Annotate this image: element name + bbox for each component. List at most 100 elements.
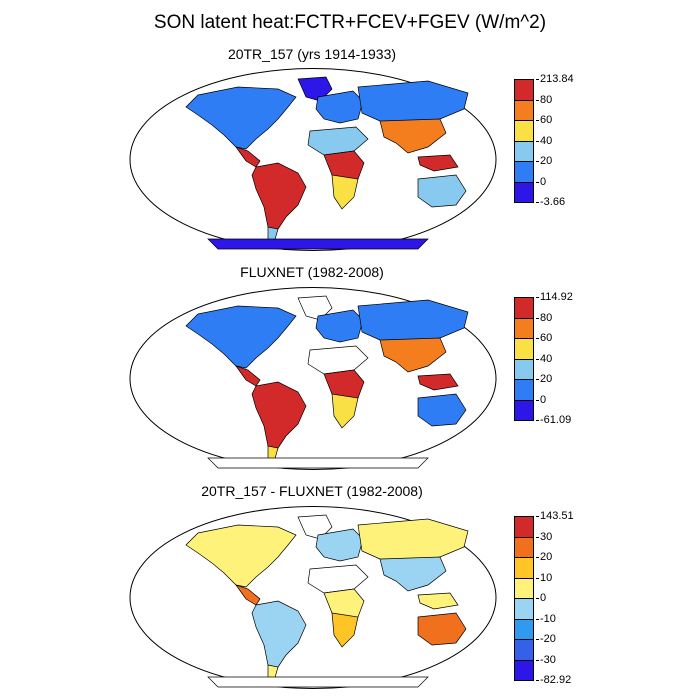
- region-greenland: [297, 76, 333, 102]
- colorbar-tick-label: 213.84: [540, 73, 574, 85]
- panel-1-title: 20TR_157 (yrs 1914-1933): [227, 46, 397, 62]
- region-central-america: [235, 584, 261, 606]
- colorbar-tick: [536, 536, 539, 538]
- colorbar-tick: [536, 379, 539, 380]
- region-europe: [315, 528, 364, 562]
- region-australia: [417, 174, 467, 208]
- colorbar-tick: [536, 317, 539, 319]
- colorbar-tick: [536, 577, 539, 579]
- panel-2-colorbar: [514, 297, 536, 421]
- figure-title: SON latent heat:FCTR+FCEV+FGEV (W/m^2): [153, 12, 547, 33]
- colorbar-tick: [536, 297, 539, 298]
- colorbar-segment: [514, 140, 534, 162]
- colorbar-tick-label: 0: [540, 393, 547, 406]
- region-asia-south: [379, 118, 447, 154]
- colorbar-tick-label: 30: [540, 530, 553, 543]
- region-europe: [315, 90, 364, 124]
- colorbar-tick: [536, 598, 539, 599]
- colorbar-tick-label: 20: [540, 373, 553, 385]
- region-europe: [315, 309, 364, 343]
- colorbar-tick-label: -61.09: [540, 414, 572, 426]
- colorbar-segment: [514, 577, 534, 599]
- colorbar-tick-label: 114.92: [540, 291, 573, 303]
- region-maritime: [417, 373, 459, 391]
- colorbar-segment: [514, 516, 534, 538]
- colorbar-tick-label: 20: [540, 551, 553, 563]
- region-maritime: [417, 154, 459, 172]
- colorbar-tick-label: -3.66: [540, 196, 566, 208]
- colorbar-segment: [514, 338, 534, 360]
- colorbar-tick-label: -10: [540, 612, 556, 625]
- colorbar-tick: [536, 358, 539, 360]
- colorbar-tick: [536, 618, 539, 620]
- colorbar-tick-label: 80: [540, 311, 553, 324]
- panel-1-map: [129, 68, 497, 251]
- region-north-america: [185, 305, 297, 369]
- region-north-america: [185, 86, 297, 150]
- region-asia-south: [379, 337, 447, 373]
- region-greenland: [297, 514, 333, 540]
- region-central-america: [235, 365, 261, 387]
- panel-2-title: FLUXNET (1982-2008): [240, 264, 384, 280]
- colorbar-tick-label: -82.92: [540, 674, 572, 686]
- colorbar-tick: [536, 557, 539, 558]
- colorbar-tick-label: 0: [540, 592, 547, 604]
- panel-3-title: 20TR_157 - FLUXNET (1982-2008): [201, 483, 423, 499]
- colorbar-segment: [514, 297, 534, 319]
- colorbar-tick: [536, 140, 539, 142]
- colorbar-tick-label: 80: [540, 93, 553, 106]
- colorbar-segment: [514, 317, 534, 339]
- region-asia-south: [379, 556, 447, 592]
- colorbar-tick: [536, 659, 539, 661]
- colorbar-segment: [514, 659, 534, 681]
- panel-2-map: [129, 287, 497, 470]
- region-greenland: [297, 295, 333, 321]
- colorbar-segment: [514, 618, 534, 640]
- colorbar-tick: [536, 120, 539, 121]
- colorbar-tick-label: 143.51: [540, 510, 574, 522]
- colorbar-tick-label: 20: [540, 155, 553, 167]
- panel-3-colorbar: [514, 516, 536, 681]
- region-australia: [417, 612, 467, 646]
- region-central-america: [235, 146, 261, 168]
- colorbar-tick-label: 40: [540, 134, 553, 147]
- colorbar-tick: [536, 99, 539, 101]
- region-antarctica: [207, 676, 429, 688]
- colorbar-tick-label: -20: [540, 633, 556, 645]
- colorbar-tick: [536, 639, 539, 640]
- colorbar-tick-label: 60: [540, 332, 553, 344]
- colorbar-tick: [536, 680, 539, 681]
- region-africa-south: [331, 612, 359, 648]
- region-africa-south: [331, 174, 359, 210]
- colorbar-segment: [514, 639, 534, 661]
- colorbar-tick: [536, 516, 539, 517]
- colorbar-segment: [514, 120, 534, 142]
- colorbar-tick-label: 10: [540, 571, 553, 584]
- colorbar-tick: [536, 338, 539, 339]
- colorbar-segment: [514, 536, 534, 558]
- region-north-america: [185, 524, 297, 588]
- colorbar-tick-label: 60: [540, 114, 553, 126]
- colorbar-segment: [514, 399, 534, 421]
- colorbar-segment: [514, 181, 534, 203]
- colorbar-tick: [536, 161, 539, 162]
- colorbar-tick: [536, 79, 539, 80]
- colorbar-tick: [536, 202, 539, 203]
- region-maritime: [417, 592, 459, 610]
- colorbar-segment: [514, 79, 534, 101]
- colorbar-tick: [536, 181, 539, 183]
- colorbar-tick-label: 0: [540, 175, 547, 188]
- panel-1-colorbar: [514, 79, 536, 203]
- region-australia: [417, 393, 467, 427]
- colorbar-segment: [514, 557, 534, 579]
- colorbar-tick-label: 40: [540, 352, 553, 365]
- colorbar-segment: [514, 99, 534, 121]
- colorbar-segment: [514, 379, 534, 401]
- colorbar-segment: [514, 598, 534, 620]
- region-antarctica: [207, 238, 429, 250]
- colorbar-segment: [514, 358, 534, 380]
- colorbar-tick-label: -30: [540, 653, 556, 666]
- colorbar-tick: [536, 420, 539, 421]
- colorbar-tick: [536, 399, 539, 401]
- region-antarctica: [207, 457, 429, 469]
